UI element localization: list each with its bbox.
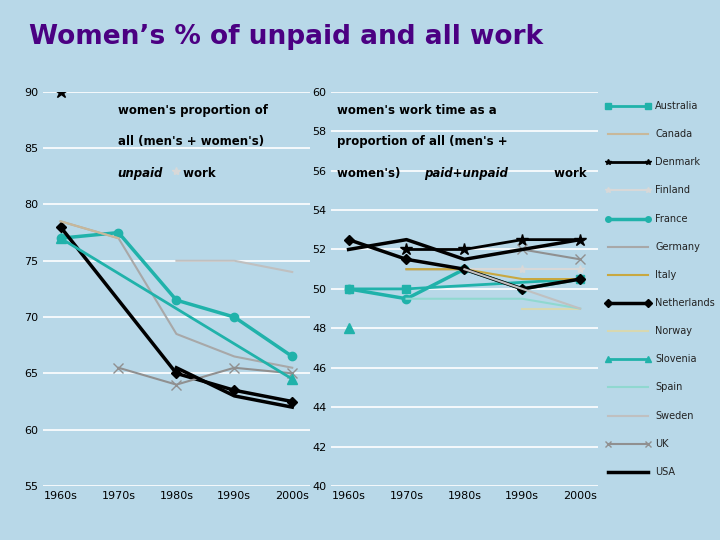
Text: Women’s % of unpaid and all work: Women’s % of unpaid and all work: [29, 24, 543, 50]
Text: Netherlands: Netherlands: [655, 298, 715, 308]
Text: Italy: Italy: [655, 270, 677, 280]
Text: France: France: [655, 213, 688, 224]
Text: Slovenia: Slovenia: [655, 354, 697, 364]
Text: women's work time as a: women's work time as a: [336, 104, 496, 117]
Text: Norway: Norway: [655, 326, 692, 336]
Text: proportion of all (men's +: proportion of all (men's +: [336, 135, 507, 148]
Text: women's proportion of: women's proportion of: [118, 104, 268, 117]
Text: unpaid: unpaid: [118, 167, 163, 180]
Text: Finland: Finland: [655, 185, 690, 195]
Text: UK: UK: [655, 439, 669, 449]
Text: work: work: [179, 167, 216, 180]
Text: USA: USA: [655, 467, 675, 477]
Text: Canada: Canada: [655, 129, 693, 139]
Text: Germany: Germany: [655, 242, 700, 252]
Text: all (men's + women's): all (men's + women's): [118, 135, 264, 148]
Text: paid+unpaid: paid+unpaid: [425, 167, 508, 180]
Text: Spain: Spain: [655, 382, 683, 393]
Text: Denmark: Denmark: [655, 157, 700, 167]
Text: women's): women's): [336, 167, 404, 180]
Text: work: work: [549, 167, 586, 180]
Text: Australia: Australia: [655, 101, 698, 111]
Text: Sweden: Sweden: [655, 410, 693, 421]
